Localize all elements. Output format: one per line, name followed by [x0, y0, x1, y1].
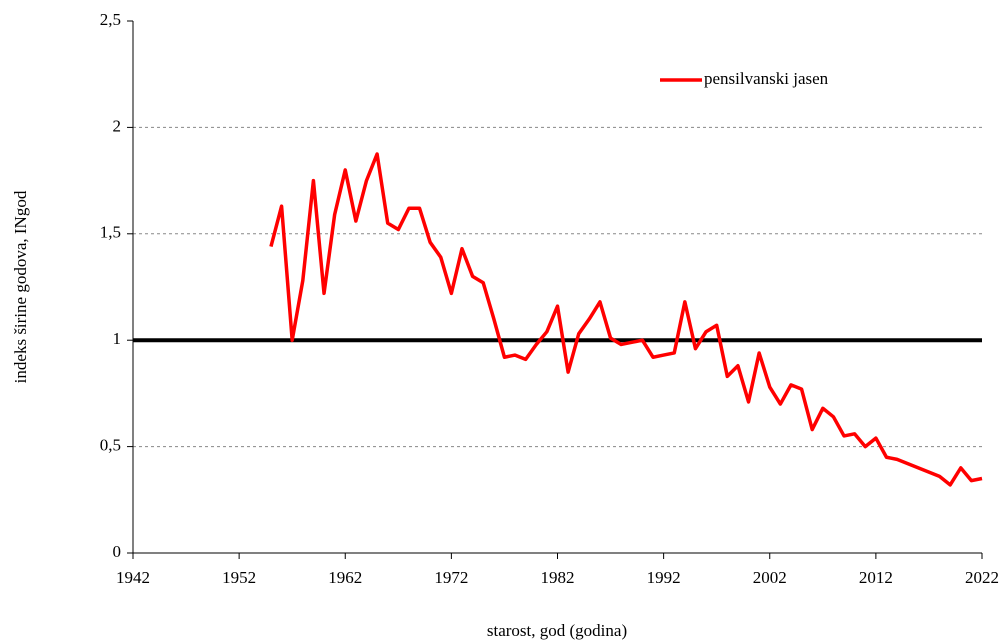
- x-tick-label: 1942: [116, 568, 150, 587]
- y-tick-label: 0,5: [100, 436, 121, 455]
- x-tick-label: 1952: [222, 568, 256, 587]
- x-tick-label: 2002: [753, 568, 787, 587]
- x-tick-label: 1962: [328, 568, 362, 587]
- x-tick-label: 2022: [965, 568, 999, 587]
- x-tick-label: 1972: [434, 568, 468, 587]
- x-tick-label: 2012: [859, 568, 893, 587]
- data-line: [269, 152, 983, 487]
- x-axis-label: starost, god (godina): [487, 621, 627, 640]
- y-tick-label: 1: [113, 329, 122, 348]
- y-tick-label: 0: [113, 542, 122, 561]
- y-axis-label: indeks širine godova, INgod: [11, 190, 30, 383]
- legend-label: pensilvanski jasen: [704, 69, 829, 88]
- y-tick-label: 1,5: [100, 223, 121, 242]
- y-tick-label: 2: [113, 116, 122, 135]
- y-tick-label: 2,5: [100, 10, 121, 29]
- x-tick-label: 1982: [541, 568, 575, 587]
- x-tick-label: 1992: [647, 568, 681, 587]
